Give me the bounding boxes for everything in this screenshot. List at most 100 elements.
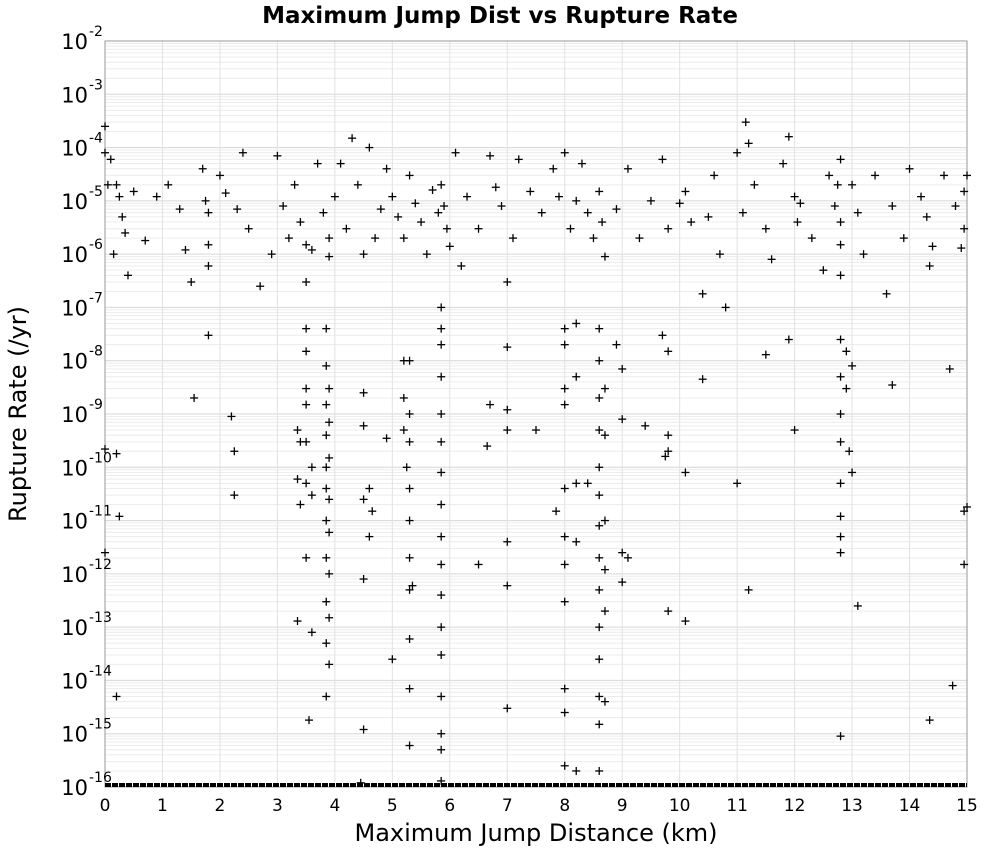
data-point [408, 581, 417, 590]
data-point [945, 364, 954, 373]
data-point [322, 431, 331, 440]
data-point [572, 479, 581, 488]
data-point [503, 426, 512, 435]
data-point [353, 180, 362, 189]
data-point [951, 202, 960, 211]
y-tick-exponent: -13 [89, 610, 112, 626]
data-point [293, 426, 302, 435]
data-point [112, 449, 121, 458]
y-tick-base: 10 [61, 137, 88, 161]
data-points [101, 118, 971, 787]
grid [104, 40, 968, 788]
data-point [405, 484, 414, 493]
data-point [595, 463, 604, 472]
data-point [437, 591, 446, 600]
data-point [836, 532, 845, 541]
y-tick-label: 10 -6 [61, 237, 103, 267]
data-point [359, 725, 368, 734]
data-point [227, 412, 236, 421]
data-point [830, 202, 839, 211]
data-point [917, 192, 926, 201]
data-point [491, 183, 500, 192]
data-point [437, 303, 446, 312]
y-tick-exponent: -5 [89, 184, 103, 200]
data-point [405, 684, 414, 693]
y-tick-exponent: -11 [89, 504, 112, 520]
data-point [554, 192, 563, 201]
data-point [767, 255, 776, 264]
data-point [325, 660, 334, 669]
data-point [437, 372, 446, 381]
data-point [618, 364, 627, 373]
data-point [925, 261, 934, 270]
data-point [273, 151, 282, 160]
data-point [434, 208, 443, 217]
data-point [175, 205, 184, 214]
data-point [842, 384, 851, 393]
data-point [532, 426, 540, 435]
data-point [121, 228, 130, 237]
data-point [595, 553, 604, 562]
data-point [784, 335, 793, 344]
data-point [399, 426, 408, 435]
data-point [595, 623, 604, 632]
chart-title: Maximum Jump Dist vs Rupture Rate [262, 3, 738, 29]
data-point [583, 208, 592, 217]
data-point [842, 347, 851, 356]
data-point [437, 437, 446, 446]
data-point [336, 159, 345, 168]
data-point [181, 245, 190, 254]
data-point [405, 356, 414, 365]
data-point [600, 516, 609, 525]
data-point [552, 507, 561, 516]
data-point [302, 347, 311, 356]
data-point [238, 148, 247, 157]
data-point [549, 164, 558, 173]
data-point [302, 479, 311, 488]
data-point [618, 578, 627, 587]
data-point [437, 651, 446, 660]
data-point [123, 271, 132, 280]
data-point [598, 218, 607, 227]
data-point [560, 384, 569, 393]
x-tick-label: 1 [157, 796, 168, 816]
data-point [359, 421, 368, 430]
data-point [101, 445, 109, 454]
y-tick-base: 10 [61, 296, 88, 320]
data-point [382, 164, 391, 173]
data-point [733, 479, 742, 488]
data-point [325, 252, 334, 261]
x-tick-label: 11 [726, 796, 748, 816]
data-point [411, 199, 420, 208]
data-point [572, 766, 581, 775]
data-point [612, 340, 621, 349]
data-point [761, 224, 770, 233]
data-point [595, 491, 604, 500]
x-tick-labels: 0 1 2 3 4 5 6 7 8 9 10 11 12 13 14 15 [100, 796, 978, 816]
data-point [526, 187, 535, 196]
data-point [560, 684, 569, 693]
y-tick-base: 10 [61, 243, 88, 267]
y-tick-label: 10 -15 [61, 717, 112, 747]
y-tick-base: 10 [61, 669, 88, 693]
data-point [710, 171, 719, 180]
data-point [600, 252, 609, 261]
data-point [825, 171, 834, 180]
y-tick-label: 10 -3 [61, 77, 103, 107]
data-point [405, 634, 414, 643]
y-tick-exponent: -3 [89, 77, 103, 93]
data-point [503, 405, 512, 414]
data-point [302, 553, 311, 562]
data-point [474, 224, 483, 233]
x-tick-label: 10 [669, 796, 691, 816]
y-tick-label: 10 -8 [61, 344, 103, 374]
data-point [509, 234, 518, 243]
data-point [371, 234, 380, 243]
x-tick-label: 14 [899, 796, 921, 816]
data-point [595, 356, 604, 365]
data-point [698, 375, 707, 384]
data-point [836, 155, 845, 164]
data-point [115, 512, 124, 521]
data-point [290, 180, 299, 189]
y-tick-exponent: -15 [89, 717, 112, 733]
